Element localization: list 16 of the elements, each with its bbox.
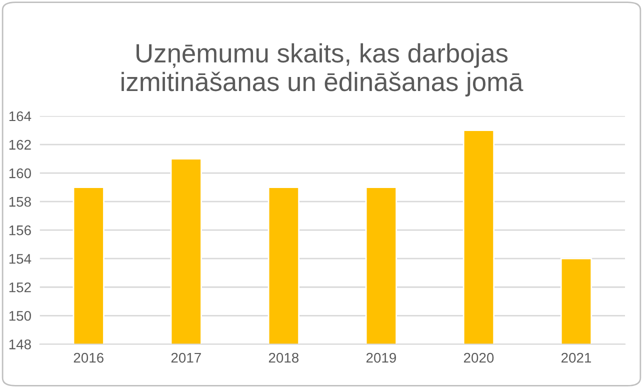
y-tick-label: 164	[9, 111, 32, 122]
y-tick-label: 152	[9, 282, 31, 292]
x-tick-label: 2019	[366, 352, 396, 363]
chart-title: Uzņēmumu skaits, kas darbojas izmitināšanas un ēdināšanas jomā	[122, 43, 524, 96]
x-tick-label: 2017	[171, 352, 201, 363]
x-tick-label: 2016	[74, 352, 104, 363]
y-tick-label: 160	[9, 168, 31, 178]
y-tick-label: 150	[9, 310, 31, 321]
y-tick-label: 158	[9, 196, 31, 207]
x-tick-label: 2018	[268, 352, 299, 363]
y-tick-label: 154	[9, 254, 32, 264]
x-tick-label: 2021	[561, 352, 592, 363]
y-tick-label: 156	[9, 225, 31, 236]
y-tick-label: 162	[9, 140, 31, 150]
x-tick-label: 2020	[464, 352, 494, 363]
y-tick-label: 148	[9, 339, 31, 350]
